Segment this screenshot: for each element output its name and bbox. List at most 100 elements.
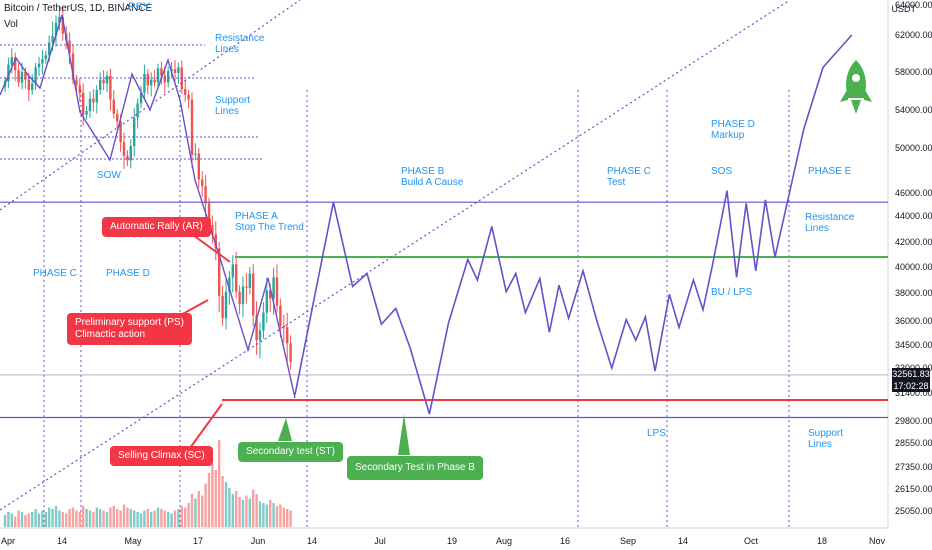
note-automatic-rally[interactable]: Automatic Rally (AR) [102, 217, 211, 237]
price-tick-label: 31400.00 [895, 388, 932, 398]
price-tick-label: 44000.00 [895, 211, 932, 221]
candle-body [129, 146, 132, 161]
time-tick-label: May [124, 536, 142, 546]
volume-bar [194, 498, 197, 527]
candle-body [245, 286, 248, 288]
price-tick-label: 62000.00 [895, 30, 932, 40]
candle-body [197, 153, 200, 180]
price-tick-label: 46000.00 [895, 188, 932, 198]
pointer-st [278, 418, 292, 441]
candle-body [136, 103, 139, 118]
candle-body [156, 68, 160, 83]
candle-body [41, 59, 44, 64]
note-selling-climax[interactable]: Selling Climax (SC) [110, 446, 213, 466]
time-tick-label: Oct [744, 536, 759, 546]
candle-body [14, 57, 17, 71]
volume-bar [129, 509, 132, 527]
volume-bar [88, 510, 92, 527]
price-tick-label: 29800.00 [895, 416, 932, 426]
volume-bar [31, 512, 34, 527]
candle-body [119, 121, 122, 143]
volume-bar [211, 464, 214, 527]
volume-bar [279, 504, 282, 527]
price-tick-label: 34500.00 [895, 340, 932, 350]
candle-body [122, 142, 126, 156]
candle-body [17, 70, 20, 83]
candle-body [85, 110, 88, 115]
volume-bar [119, 510, 122, 527]
candle-body [238, 291, 241, 305]
volume-bar [248, 498, 251, 527]
volume-bar [17, 510, 20, 527]
candle-body [24, 72, 27, 80]
volume-bar [92, 512, 95, 527]
time-tick-label: 16 [560, 536, 570, 546]
channel-lower-line [0, 0, 791, 511]
volume-bar [173, 510, 177, 527]
note-secondary-test-phase-b[interactable]: Secondary Test in Phase B [347, 456, 483, 480]
price-tick-label: 26150.00 [895, 484, 932, 494]
price-tick-label: 64000.00 [895, 0, 932, 10]
volume-bar [252, 489, 255, 527]
label-sow: SOW [97, 170, 121, 181]
label-lps: LPS [647, 428, 666, 439]
time-tick-label: Jul [374, 536, 386, 546]
candle-body [44, 55, 47, 60]
volume-bar [231, 494, 234, 527]
volume-bar [44, 512, 47, 527]
volume-bar [163, 510, 166, 527]
candle-body [173, 69, 177, 73]
candle-body [241, 286, 245, 305]
volume-bar [116, 509, 119, 527]
volume-bar [3, 515, 7, 527]
volume-bar [221, 476, 224, 527]
candle-body [177, 67, 180, 73]
candle-body [269, 290, 272, 299]
currency-label: USDT [892, 4, 917, 14]
volume-bar [282, 507, 285, 527]
time-tick-label: Sep [620, 536, 636, 546]
candle-body [75, 79, 78, 86]
time-tick-label: 14 [57, 536, 67, 546]
volume-bar [143, 510, 146, 527]
volume-bar [99, 509, 102, 527]
candle-body [150, 79, 153, 86]
candle-body [167, 71, 170, 83]
volume-bar [180, 506, 183, 527]
candle-body [207, 203, 211, 226]
label-resistance-lines-top: Resistance Lines [215, 33, 265, 55]
note-secondary-test[interactable]: Secondary test (ST) [238, 442, 343, 462]
candle-body [139, 92, 143, 104]
volume-bar [207, 473, 211, 527]
volume-bar [41, 510, 44, 527]
drawings[interactable] [0, 0, 888, 511]
wyckoff-zigzag-path [0, 14, 296, 399]
candle-body [153, 79, 156, 83]
candle-body [221, 295, 224, 319]
time-tick-label: Aug [496, 536, 512, 546]
candle-body [255, 315, 258, 341]
volume-bar [37, 513, 41, 527]
candle-body [275, 277, 279, 306]
volume-bar [75, 510, 78, 527]
volume-bar [95, 507, 98, 527]
volume-bar [133, 510, 136, 527]
volume-bar [255, 494, 258, 527]
candle-body [58, 17, 61, 23]
candle-body [289, 343, 292, 362]
volume-bar [289, 510, 292, 527]
volume-bar [269, 500, 272, 527]
candle-body [258, 330, 262, 341]
label-phase-d: PHASE D Markup [711, 119, 755, 141]
volume-bar [14, 516, 17, 527]
candle-body [95, 90, 98, 103]
candle-body [201, 179, 204, 187]
candle-body [204, 186, 207, 204]
volume-bar [167, 512, 170, 527]
note-preliminary-support[interactable]: Preliminary support (PS) Climactic actio… [67, 313, 192, 345]
price-tick-label: 27350.00 [895, 462, 932, 472]
candle-body [10, 57, 13, 65]
volume-bar [238, 497, 241, 527]
candle-body [31, 83, 34, 91]
time-tick-label: Jun [251, 536, 266, 546]
